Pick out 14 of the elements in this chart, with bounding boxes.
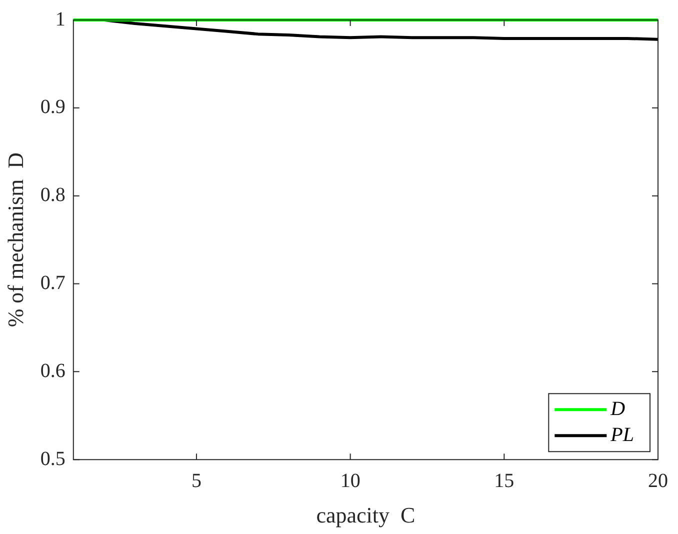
y-tick-label: 0.6 xyxy=(40,360,66,382)
x-tick-label: 10 xyxy=(340,470,360,492)
y-axis-title: % of mechanism D xyxy=(2,152,28,328)
x-axis-title: capacity C xyxy=(316,502,416,528)
y-tick-label: 0.7 xyxy=(40,272,66,294)
y-tick-label: 0.9 xyxy=(40,96,66,118)
y-tick-label: 1 xyxy=(55,8,66,30)
x-tick-label: 15 xyxy=(494,470,514,492)
legend-label: D xyxy=(610,398,626,420)
legend-label: PL xyxy=(610,424,634,446)
y-tick-label: 0.8 xyxy=(40,184,66,206)
x-tick-label: 5 xyxy=(191,470,202,492)
y-tick-label: 0.5 xyxy=(40,448,66,470)
x-tick-label: 20 xyxy=(648,470,668,492)
